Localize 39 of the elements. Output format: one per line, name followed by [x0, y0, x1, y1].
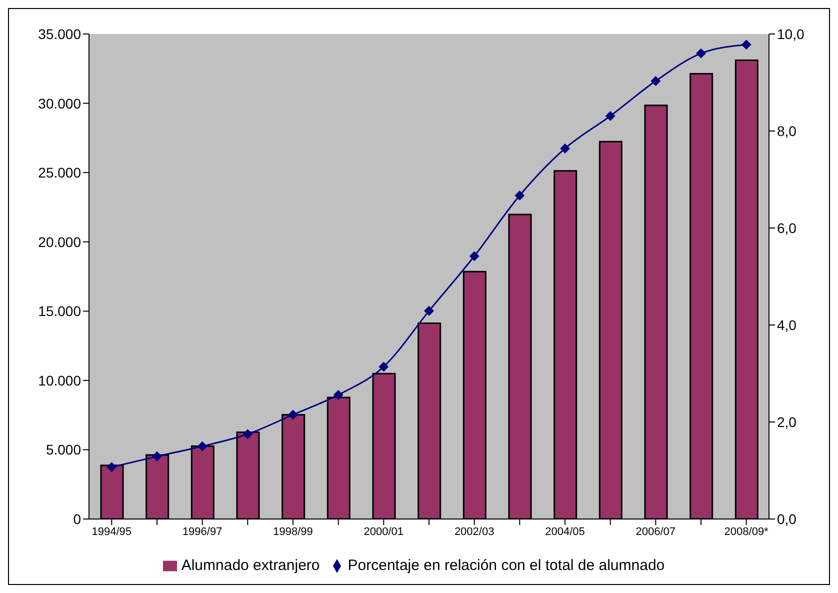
x-tick-label: 2004/05: [545, 526, 585, 538]
y-tick-label: 15.000: [38, 303, 82, 320]
point: [288, 410, 298, 420]
point: [242, 429, 253, 440]
point: [741, 40, 752, 50]
x-tick-label: 2000/01: [364, 526, 404, 538]
y2-tick-label: 10,0: [777, 26, 804, 42]
legend-label: Alumnado extranjero: [181, 557, 320, 574]
point: [469, 251, 480, 262]
point: [197, 441, 208, 452]
point: [514, 190, 525, 201]
y-tick-label: 20.000: [38, 234, 82, 250]
y-tick-label: 35.000: [38, 26, 82, 42]
legend-label: Porcentaje en relación con el total de alumnado: [348, 557, 665, 574]
y2-tick-label: 2,0: [777, 414, 797, 430]
point: [152, 451, 162, 462]
y2-tick-label: 0,0: [777, 510, 797, 527]
point: [605, 110, 616, 121]
point: [424, 306, 434, 316]
point: [378, 362, 389, 372]
point: [650, 76, 661, 86]
x-tick-label: 2002/03: [454, 526, 494, 538]
point: [333, 390, 344, 400]
y-tick-label: 5.000: [46, 442, 82, 458]
y-tick-label: 10.000: [38, 372, 82, 388]
y2-tick-label: 4,0: [777, 316, 797, 333]
x-tick-label: 2006/07: [636, 526, 676, 538]
y-tick-label: 25.000: [38, 164, 82, 181]
x-tick-label: 1994/95: [92, 526, 132, 538]
y2-tick-label: 6,0: [777, 220, 797, 236]
point: [106, 462, 117, 472]
y-tick-label: 30.000: [38, 95, 82, 112]
x-tick-label: 1998/99: [273, 526, 313, 538]
x-tick-label: 1996/97: [182, 526, 222, 538]
y2-tick-label: 8,0: [777, 122, 797, 139]
point: [696, 48, 706, 58]
y-tick-label: 0: [73, 510, 82, 527]
point: [560, 143, 570, 154]
x-tick-label: 2008/09*: [724, 526, 770, 538]
